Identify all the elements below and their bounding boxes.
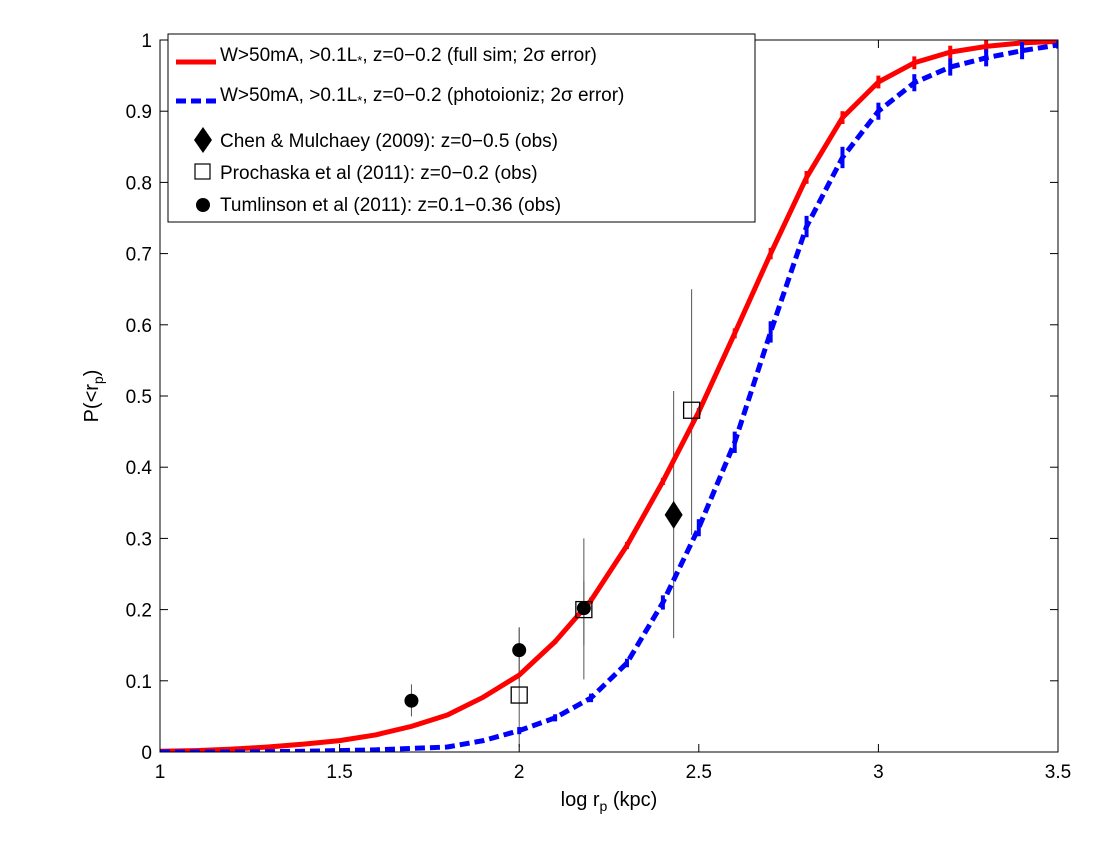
y-tick-label: 0.5 [126, 387, 152, 408]
axis-ticks: 1 1.5 2 2.5 3 3.5 0 0.1 0.2 0.3 0.4 0.5 0.6 0.7 0.8 0.9… [126, 31, 1072, 783]
y-tick-label: 0.1 [126, 672, 152, 693]
legend-text-full-sim: W>50mA, >0.1L*, z=0−0.2 (full sim; 2σ er… [220, 45, 597, 68]
series-photoioniz [160, 41, 1058, 752]
y-tick-label: 0.7 [126, 245, 152, 266]
tumlinson-circle-marker [576, 601, 591, 616]
legend-square-marker [194, 163, 211, 180]
legend: W>50mA, >0.1L*, z=0−0.2 (full sim; 2σ er… [167, 33, 756, 223]
legend-circle-marker [196, 198, 210, 212]
tumlinson-circle-marker [404, 693, 419, 708]
prochaska-square-marker [510, 686, 528, 704]
legend-text-photoioniz: W>50mA, >0.1L*, z=0−0.2 (photoioniz; 2σ … [220, 85, 624, 108]
legend-text-prochaska: Prochaska et al (2011): z=0−0.2 (obs) [220, 163, 538, 184]
y-tick-label: 0.6 [126, 316, 152, 337]
x-tick-label: 1 [155, 762, 166, 783]
x-tick-label: 1.5 [326, 762, 352, 783]
y-tick-label: 0 [141, 743, 152, 764]
y-tick-label: 0.3 [126, 529, 152, 550]
y-tick-label: 0.2 [126, 601, 152, 622]
x-axis-label: log rp (kpc) [561, 789, 658, 814]
y-tick-label: 0.4 [126, 458, 153, 479]
observation-points [404, 401, 701, 708]
legend-text-chen: Chen & Mulchaey (2009): z=0−0.5 (obs) [220, 131, 558, 152]
chen-diamond-marker [664, 500, 683, 529]
y-tick-label: 1 [141, 31, 152, 52]
x-tick-label: 3.5 [1045, 762, 1071, 783]
prochaska-square-marker [682, 401, 701, 419]
y-axis-label: P(<rp) [81, 370, 106, 423]
series-layer [160, 40, 1058, 752]
y-tick-label: 0.8 [126, 173, 152, 194]
tumlinson-circle-marker [512, 643, 527, 658]
y-tick-label: 0.9 [126, 102, 152, 123]
legend-diamond-marker [194, 127, 212, 153]
series-line [160, 42, 1058, 752]
x-tick-label: 3 [873, 762, 884, 783]
x-tick-label: 2.5 [686, 762, 712, 783]
x-tick-label: 2 [514, 762, 525, 783]
series-line [160, 40, 1058, 752]
legend-text-tumlinson: Tumlinson et al (2011): z=0.1−0.36 (obs) [220, 195, 561, 216]
legend-box [167, 33, 756, 223]
